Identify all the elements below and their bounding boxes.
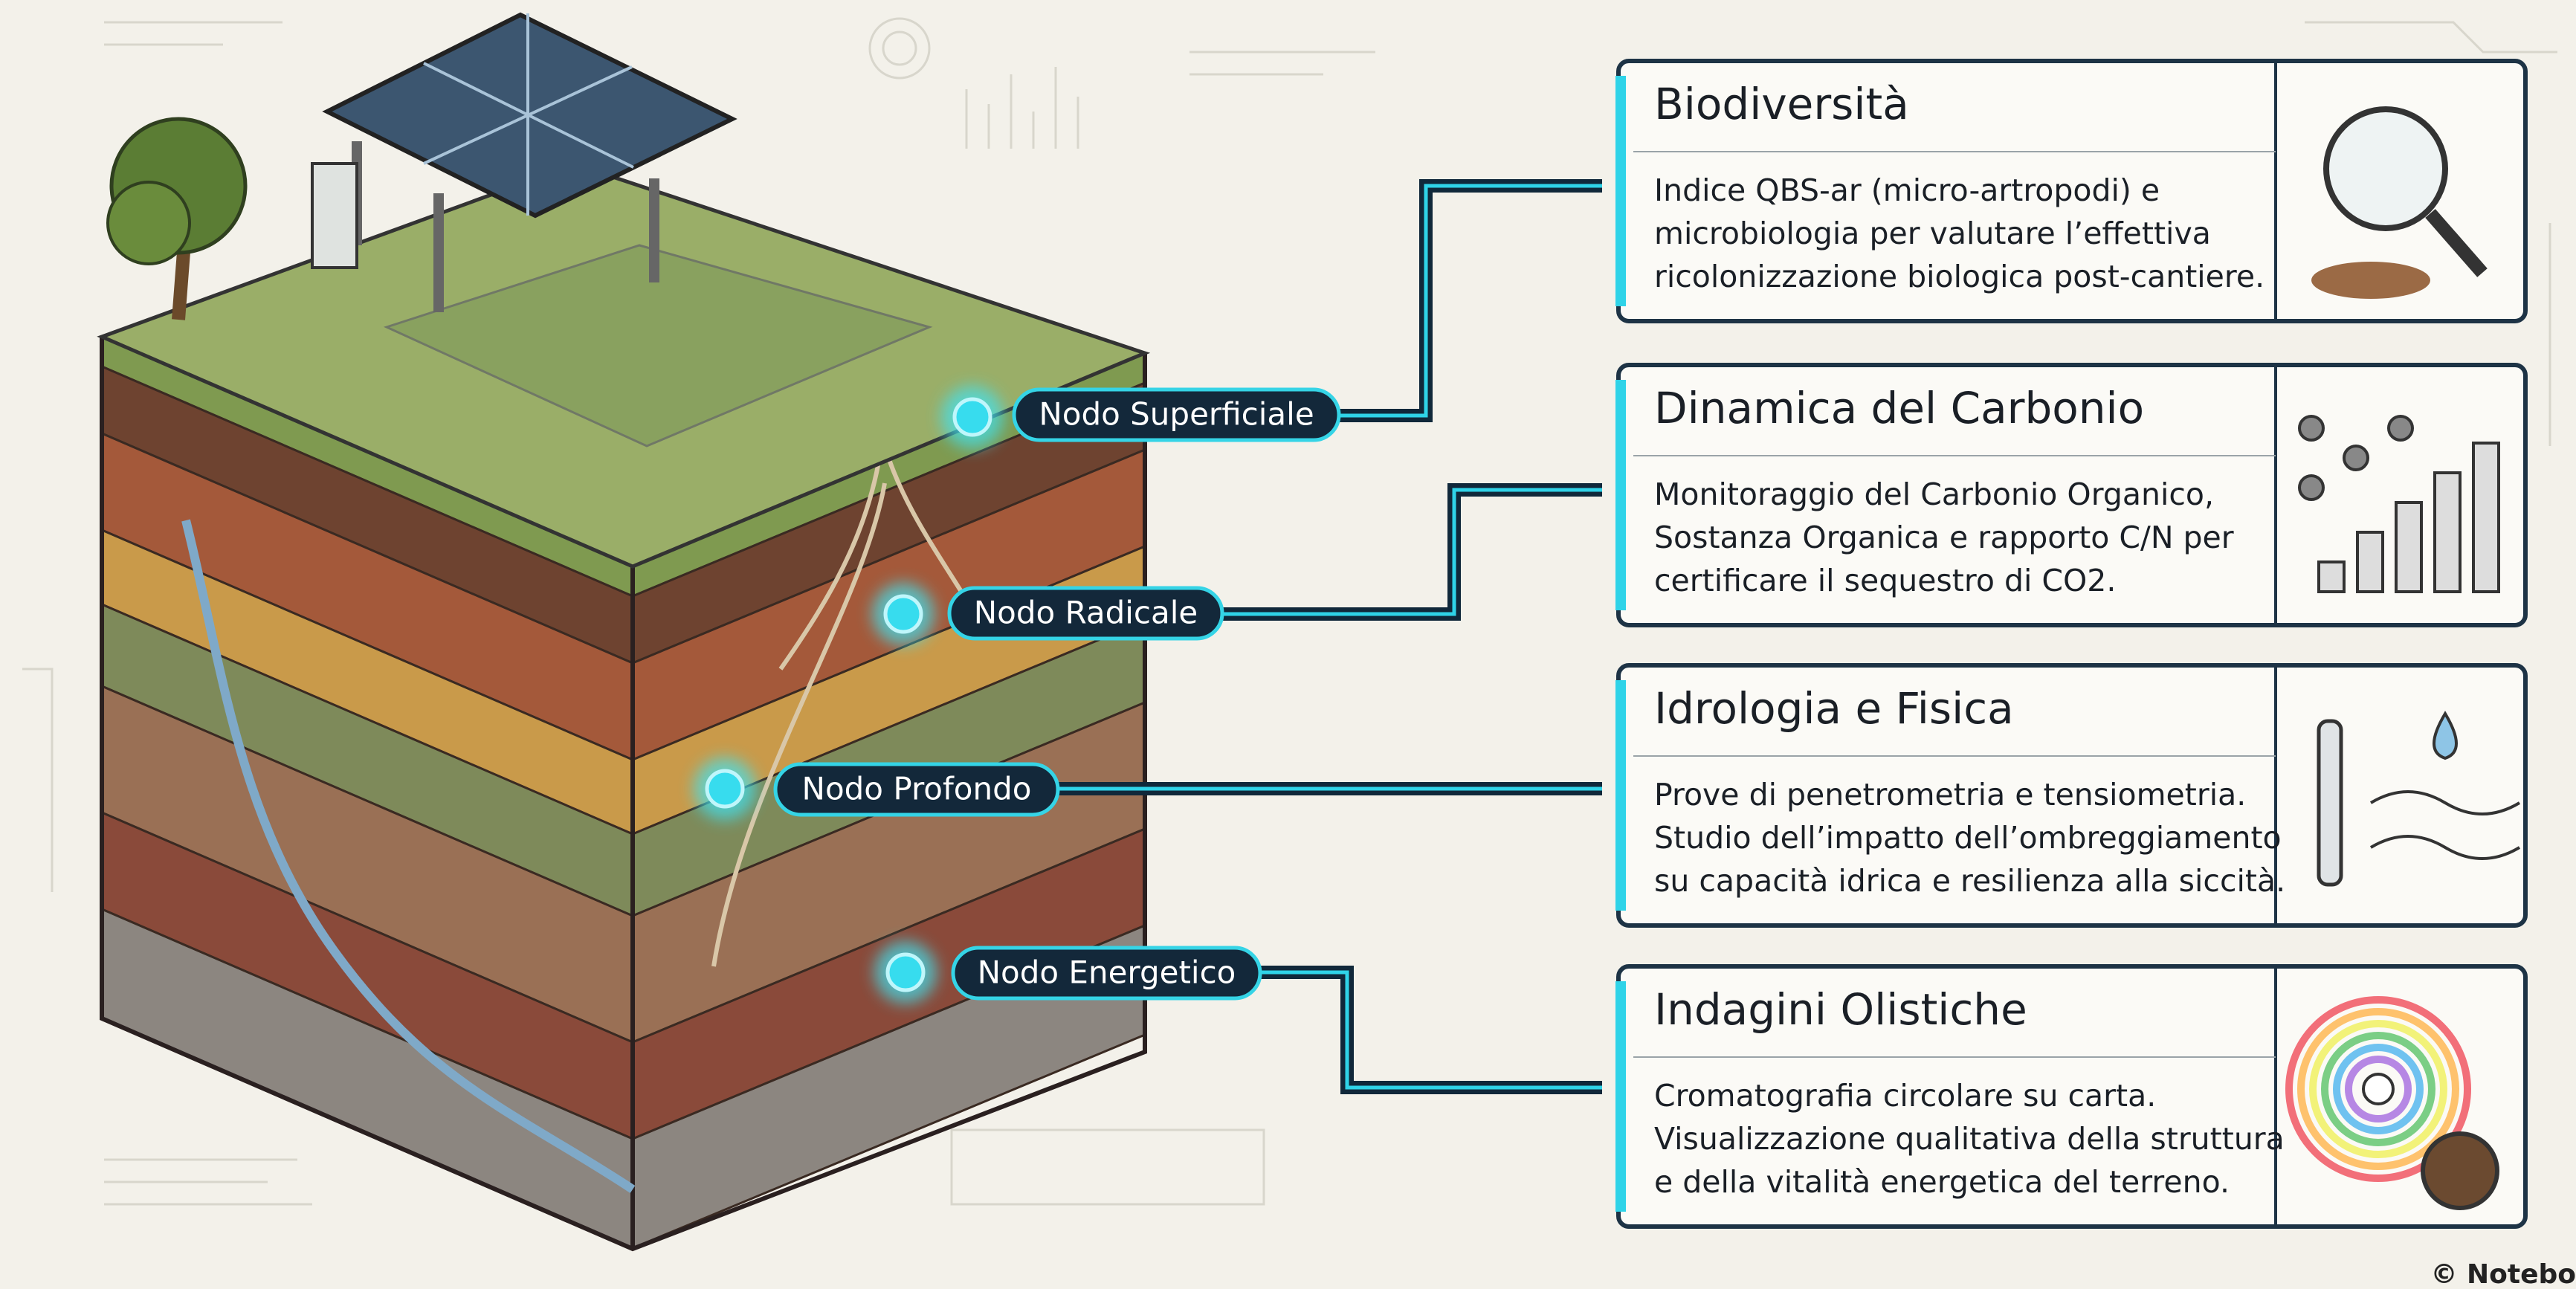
card-text: su capacità idrica e resilienza alla sic…	[1654, 863, 2285, 899]
card-title: Indagini Olistiche	[1654, 984, 2027, 1035]
icon-atom	[2299, 476, 2323, 500]
connector-outer	[1260, 972, 1602, 1088]
card-text: Cromatografia circolare su carta.	[1654, 1078, 2156, 1114]
node-label: Nodo Radicale	[974, 595, 1198, 631]
card-text: Studio dell’impatto dell’ombreggiamento	[1654, 820, 2282, 856]
icon-bar	[2435, 473, 2460, 592]
node-label: Nodo Superficiale	[1039, 396, 1314, 433]
icon-bar	[2319, 562, 2344, 592]
card-title: Idrologia e Fisica	[1654, 683, 2014, 734]
icon-atom	[2389, 416, 2412, 440]
connector-inner	[1222, 490, 1602, 614]
node-dot	[885, 596, 921, 632]
card-accent	[1615, 76, 1626, 306]
connector-outer	[1222, 490, 1602, 614]
node-dot	[888, 954, 923, 990]
card-title: Dinamica del Carbonio	[1654, 383, 2144, 433]
footer: © Notebo	[2430, 1259, 2576, 1289]
card-text: Monitoraggio del Carbonio Organico,	[1654, 476, 2214, 512]
cards: Biodiversità Indice QBS-ar (micro-artropo…	[1615, 61, 2525, 1227]
card-text: Indice QBS-ar (micro-artropodi) e	[1654, 172, 2160, 208]
card-accent	[1615, 680, 1626, 911]
icon-probe	[2319, 721, 2341, 885]
icon-dish	[2423, 1134, 2497, 1208]
icon-soil	[2311, 262, 2430, 299]
card-text: Visualizzazione qualitativa della strutt…	[1654, 1121, 2285, 1157]
node-label: Nodo Profondo	[802, 771, 1032, 807]
icon-bar	[2396, 503, 2421, 592]
card-accent	[1615, 981, 1626, 1212]
card-title: Biodiversità	[1654, 79, 1909, 129]
node-dot	[955, 399, 990, 435]
page: Nodo Superficiale Nodo Radicale Nodo Profo…	[0, 0, 2576, 1289]
infographic: Nodo Superficiale Nodo Radicale Nodo Profo…	[0, 0, 2576, 1289]
connector-outer	[1339, 186, 1602, 416]
connector-inner	[1260, 972, 1602, 1088]
card-text: certificare il sequestro di CO2.	[1654, 563, 2116, 598]
icon-bar	[2473, 443, 2499, 592]
card-text: e della vitalità energetica del terreno.	[1654, 1164, 2230, 1200]
connector-inner	[1339, 186, 1602, 416]
icon-atom	[2299, 416, 2323, 440]
node-label: Nodo Energetico	[978, 954, 1236, 991]
card-text: ricolonizzazione biologica post-cantiere…	[1654, 259, 2265, 294]
card-text: Sostanza Organica e rapporto C/N per	[1654, 520, 2234, 555]
card-accent	[1615, 380, 1626, 610]
node-dot	[707, 771, 743, 807]
card-text: Prove di penetrometria e tensiometria.	[1654, 777, 2246, 813]
icon-atom	[2344, 446, 2368, 470]
icon-bar	[2357, 532, 2383, 592]
card-text: microbiologia per valutare l’effettiva	[1654, 216, 2211, 251]
icon-lens	[2326, 109, 2445, 228]
icon-center	[2363, 1074, 2393, 1104]
